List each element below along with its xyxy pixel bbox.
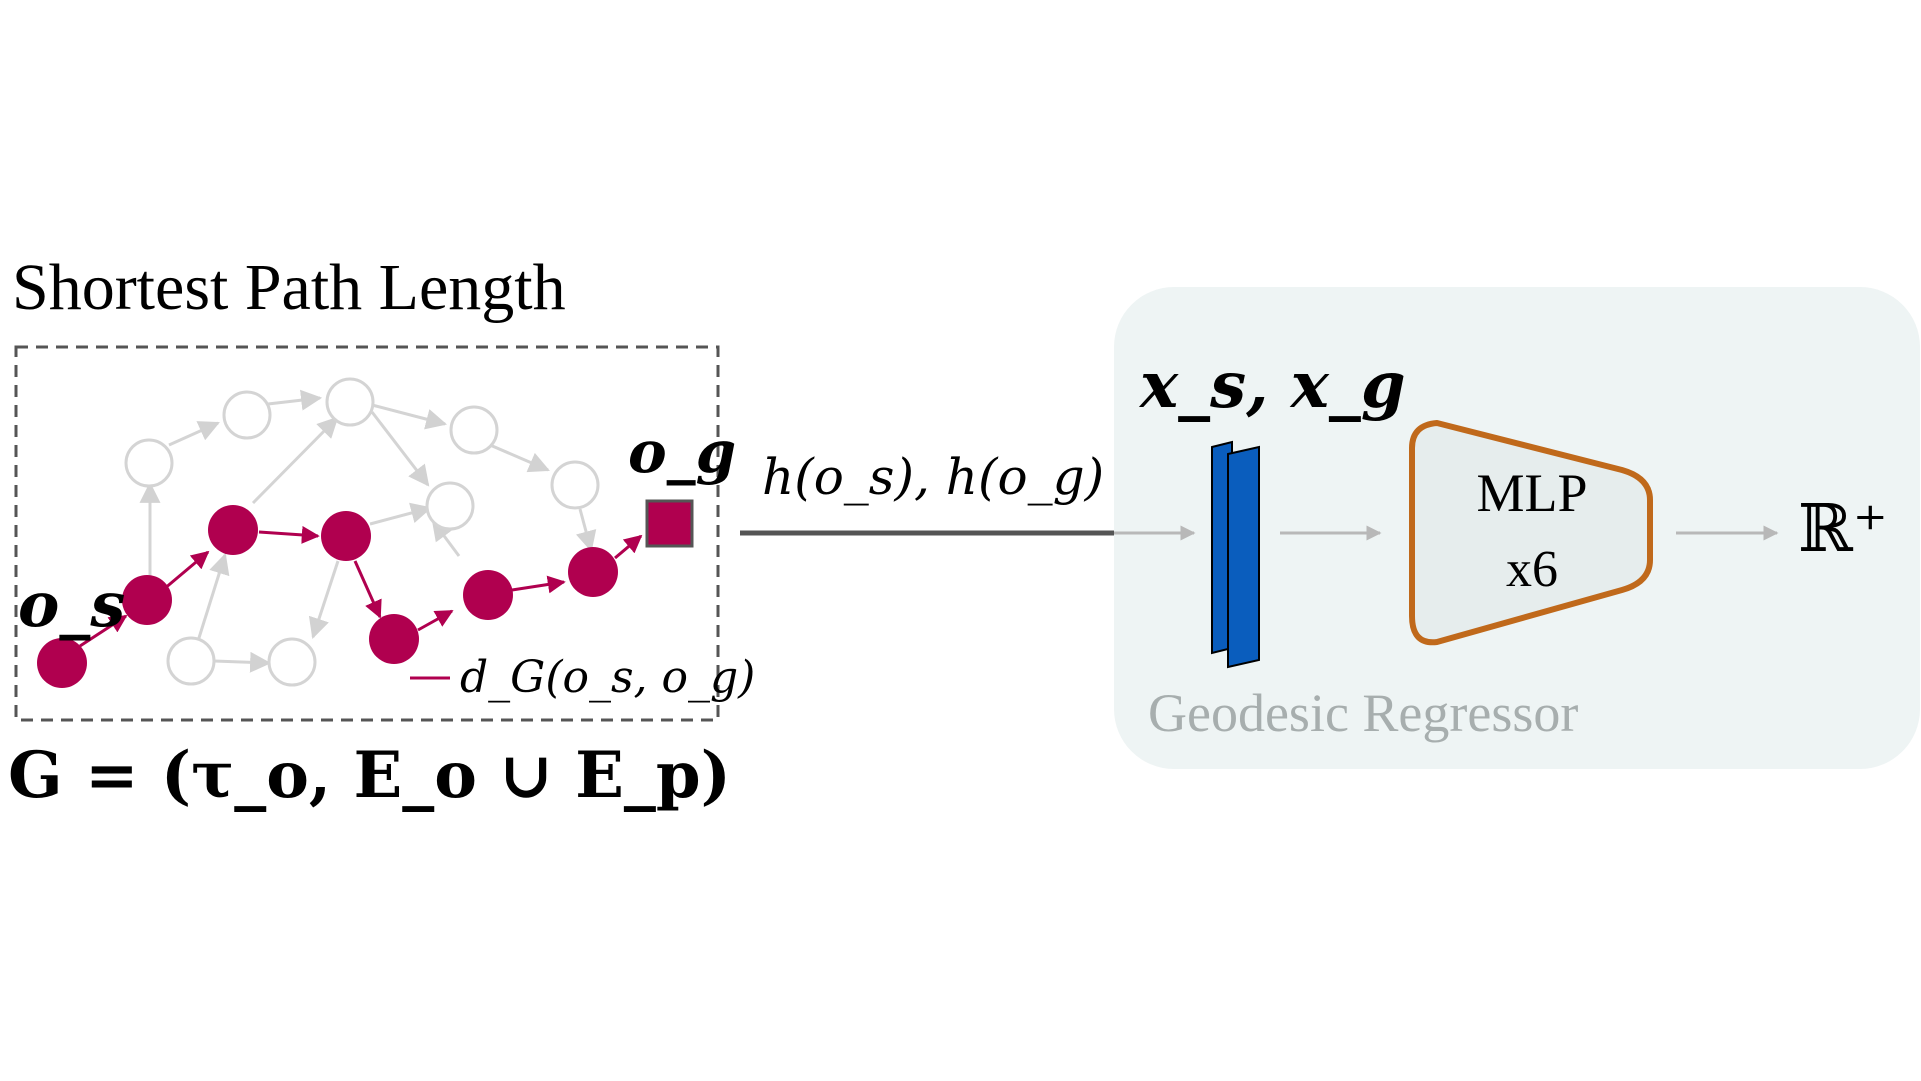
goal-node: [645, 499, 694, 548]
path-node: [321, 511, 371, 561]
feature-block-front: [1227, 445, 1260, 669]
path-node: [369, 614, 419, 664]
path-distance-label: d_G(o_s, o_g): [460, 652, 756, 703]
path-node: [568, 547, 618, 597]
features-label: x_s, x_g: [1140, 348, 1406, 423]
graph-node: [550, 460, 600, 510]
shortest-path-edges: [79, 525, 643, 648]
mlp-block: [1409, 420, 1653, 646]
start-node: [37, 638, 87, 688]
path-node: [122, 575, 172, 625]
graph-definition-label: G = (τ_o, E_o ∪ E_p): [8, 738, 731, 813]
output-space-label: ℝ⁺: [1798, 490, 1888, 567]
graph-node: [449, 405, 499, 455]
diagram-title: Shortest Path Length: [12, 251, 566, 324]
inactive-nodes: [124, 377, 600, 687]
graph-node: [124, 438, 174, 488]
mlp-label: MLP: [1476, 463, 1588, 523]
graph-node: [166, 636, 216, 686]
embedding-label: h(o_s), h(o_g): [762, 448, 1105, 506]
graph-node: [425, 481, 475, 531]
inactive-edges: [139, 389, 597, 673]
goal-node-label: o_g: [628, 418, 737, 486]
path-node: [208, 505, 258, 555]
start-node-label: o_s: [18, 568, 126, 641]
path-node: [463, 570, 513, 620]
graph-node: [222, 390, 272, 440]
mlp-layers-label: x6: [1506, 541, 1558, 598]
graph-frame: [14, 345, 720, 722]
graph-node: [267, 637, 317, 687]
graph-node: [325, 377, 375, 427]
regressor-label: Geodesic Regressor: [1148, 683, 1579, 743]
shortest-path-nodes: [37, 505, 618, 688]
